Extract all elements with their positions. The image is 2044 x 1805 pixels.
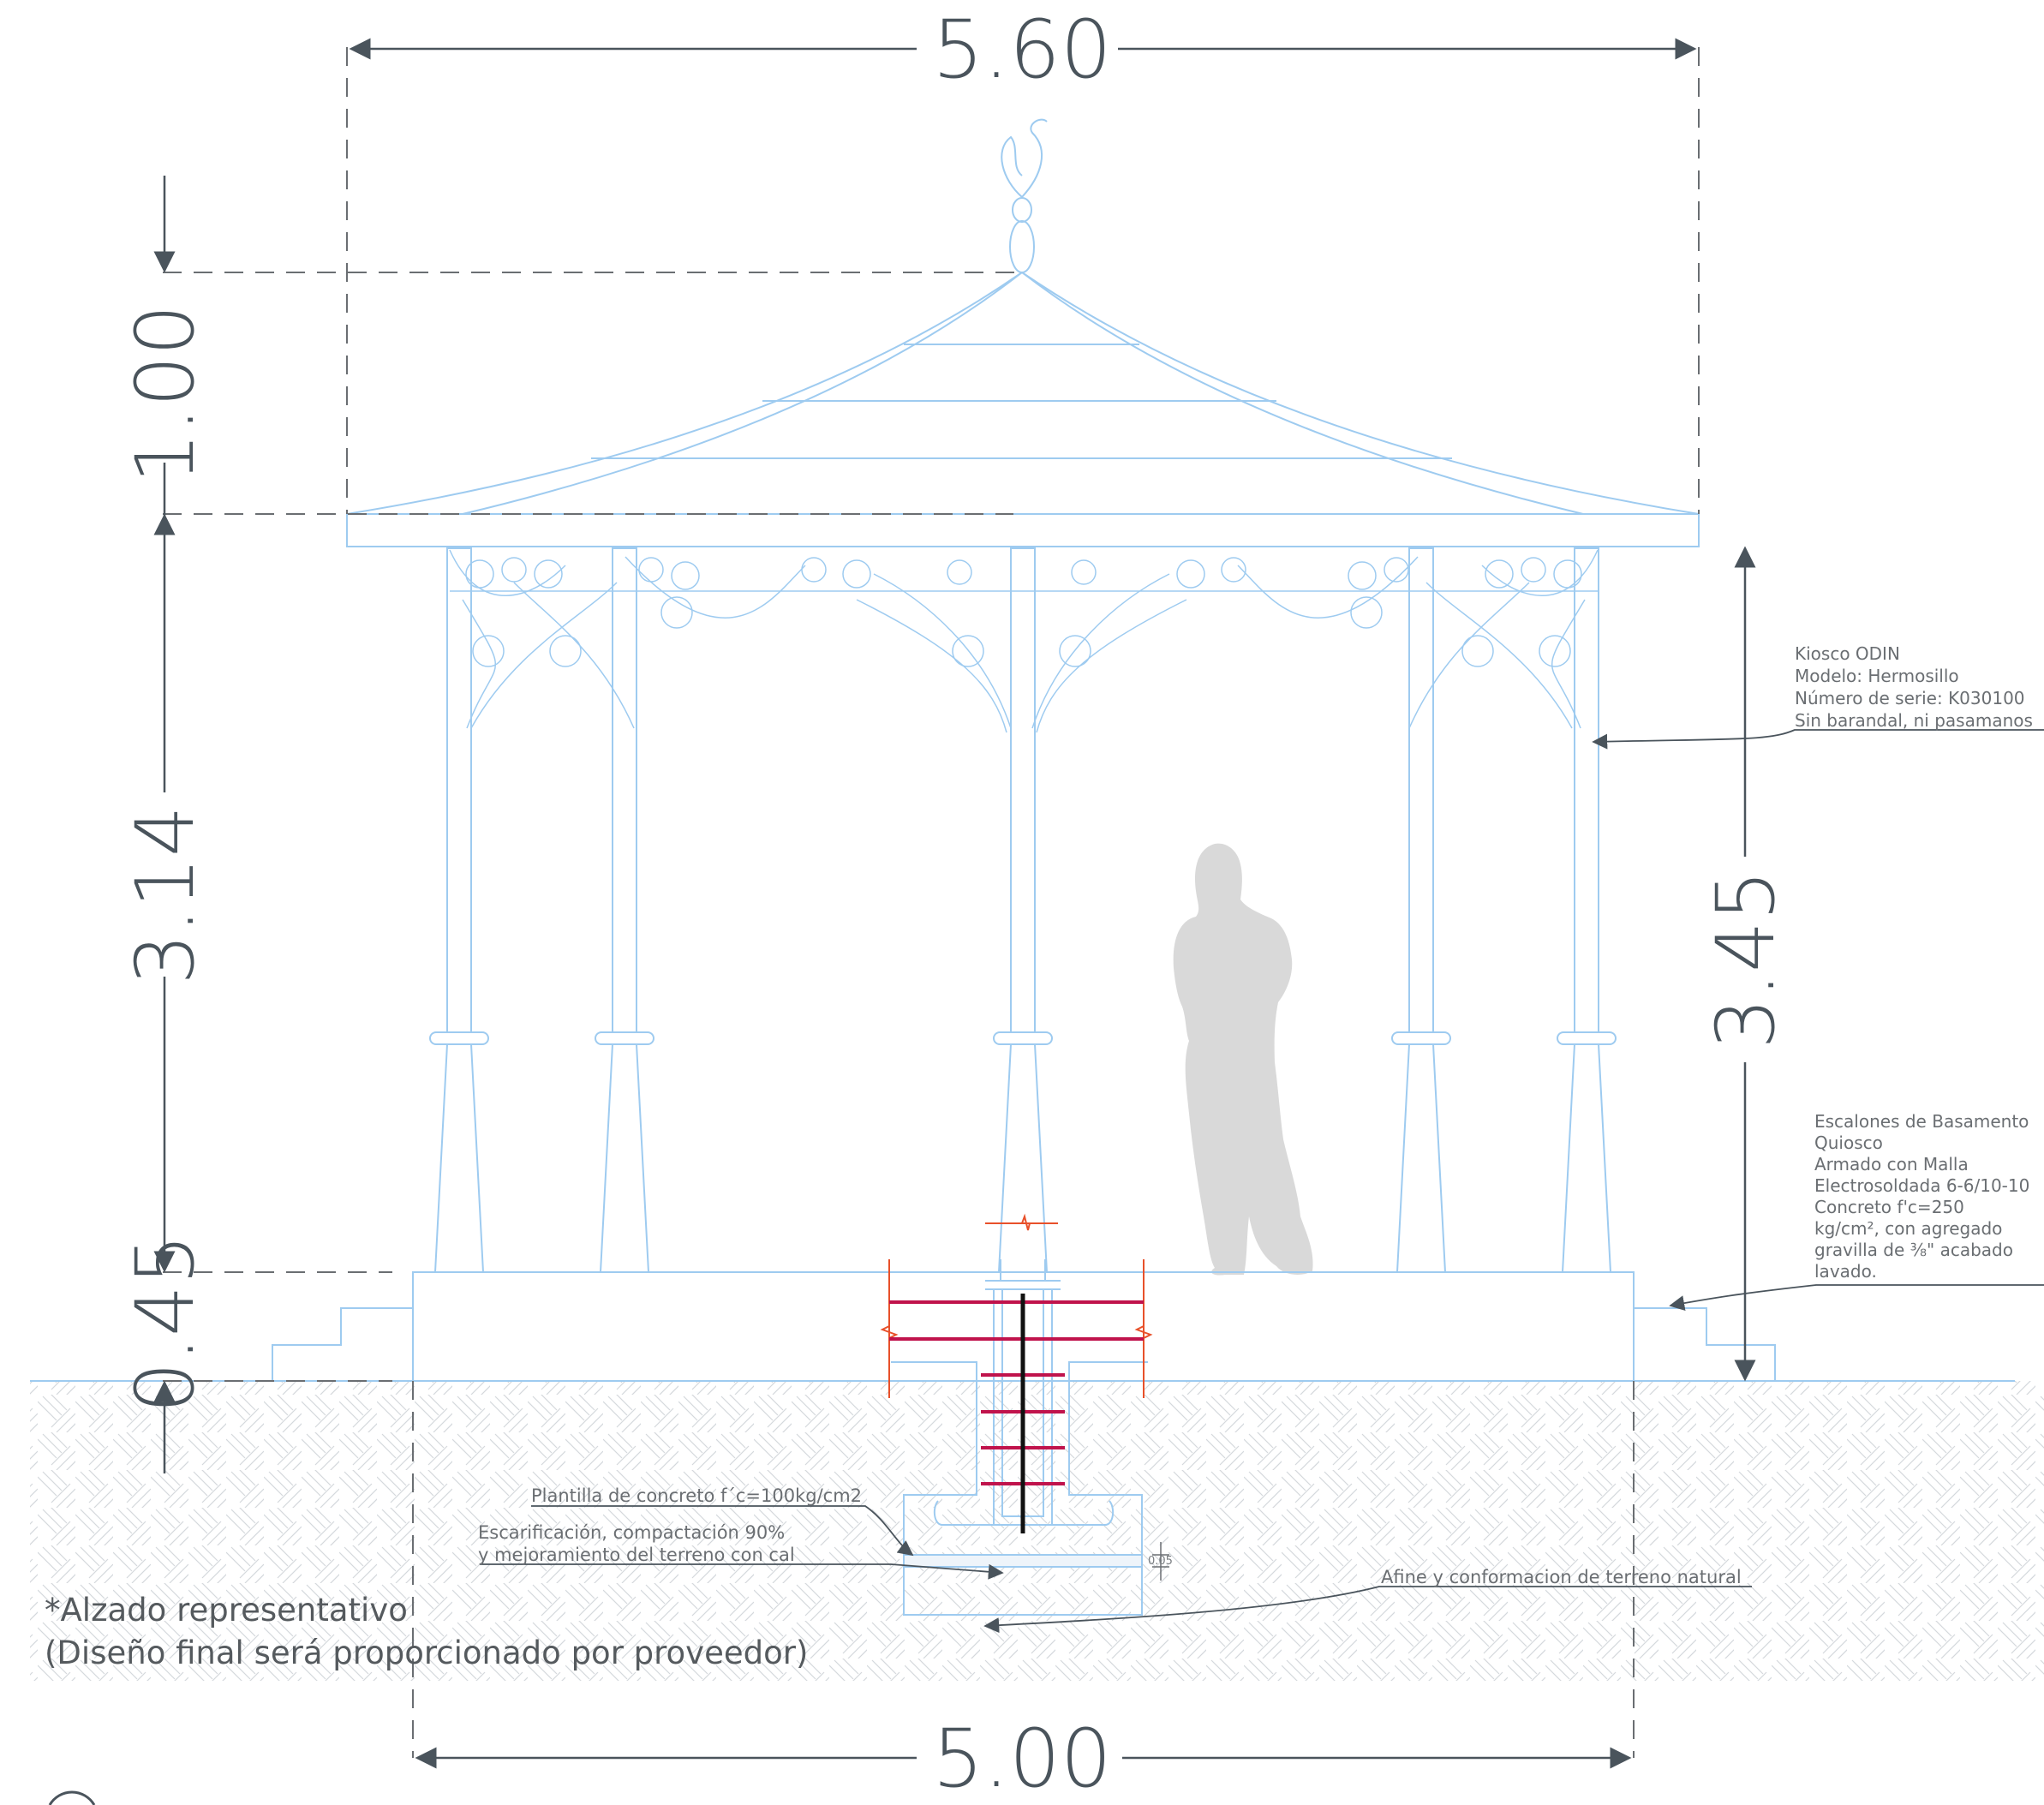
finial-ornament	[1001, 118, 1048, 273]
dim-column-height: 3.14	[119, 805, 212, 984]
roof	[346, 272, 1700, 547]
kiosco-note-line-3: Número de serie: K030100	[1795, 688, 2025, 708]
disclaimer-line-1: *Alzado representativo	[45, 1592, 408, 1629]
base-plate	[985, 1259, 1061, 1290]
reference-lines	[163, 47, 1700, 1758]
escalones-note-line-6: kg/cm², con agregado	[1814, 1218, 2002, 1239]
dim-total-height: 3.45	[1700, 870, 1793, 1049]
escalones-note-line-5: Concreto f'c=250	[1814, 1197, 1964, 1217]
kiosco-note: Kiosco ODIN Modelo: Hermosillo Número de…	[1795, 643, 2033, 731]
escalones-note-line-4: Electrosoldada 6-6/10-10	[1814, 1175, 2029, 1196]
escarificacion-note-line-2: y mejoramiento del terreno con cal	[478, 1545, 795, 1565]
escalones-note-line-3: Armado con Malla	[1814, 1154, 1969, 1174]
ground-hatch	[30, 1381, 2044, 1681]
escarificacion-note-line-1: Escarificación, compactación 90%	[478, 1522, 785, 1543]
dimension-lines	[153, 38, 1756, 1769]
section-marker-icon	[48, 1790, 96, 1805]
person-silhouette-icon	[1173, 843, 1313, 1276]
dim-roof-height: 1.00	[119, 304, 212, 483]
rebar	[889, 1300, 1144, 1485]
escalones-note-line-7: gravilla de ⅜" acabado	[1814, 1240, 2013, 1260]
escalones-note-line-1: Escalones de Basamento	[1814, 1111, 2029, 1132]
escalones-note-line-8: lavado.	[1814, 1261, 1877, 1282]
dim-top-width: 5.60	[932, 3, 1111, 97]
leader-lines	[480, 729, 2044, 1634]
kiosco-note-line-2: Modelo: Hermosillo	[1795, 666, 1959, 686]
kiosco-note-line-4: Sin barandal, ni pasamanos	[1795, 710, 2033, 731]
plantilla-note: Plantilla de concreto f´c=100kg/cm2	[531, 1485, 862, 1506]
formwork	[880, 1213, 1153, 1398]
kiosco-note-line-1: Kiosco ODIN	[1795, 643, 1900, 664]
afine-note: Afine y conformacion de terreno natural	[1381, 1567, 1742, 1587]
plantilla-thickness-label: 0.05	[1148, 1555, 1173, 1568]
columns	[429, 547, 1617, 1273]
disclaimer-line-2: (Diseño final será proporcionado por pro…	[45, 1635, 808, 1671]
dim-base-height: 0.45	[119, 1234, 212, 1413]
escalones-note: Escalones de Basamento Quiosco Armado co…	[1814, 1111, 2029, 1282]
escalones-note-line-2: Quiosco	[1814, 1133, 1883, 1153]
frieze-ornament	[449, 549, 1599, 733]
dim-bottom-width: 5.00	[932, 1712, 1111, 1805]
plantilla-thickness-dim	[1152, 1542, 1169, 1581]
